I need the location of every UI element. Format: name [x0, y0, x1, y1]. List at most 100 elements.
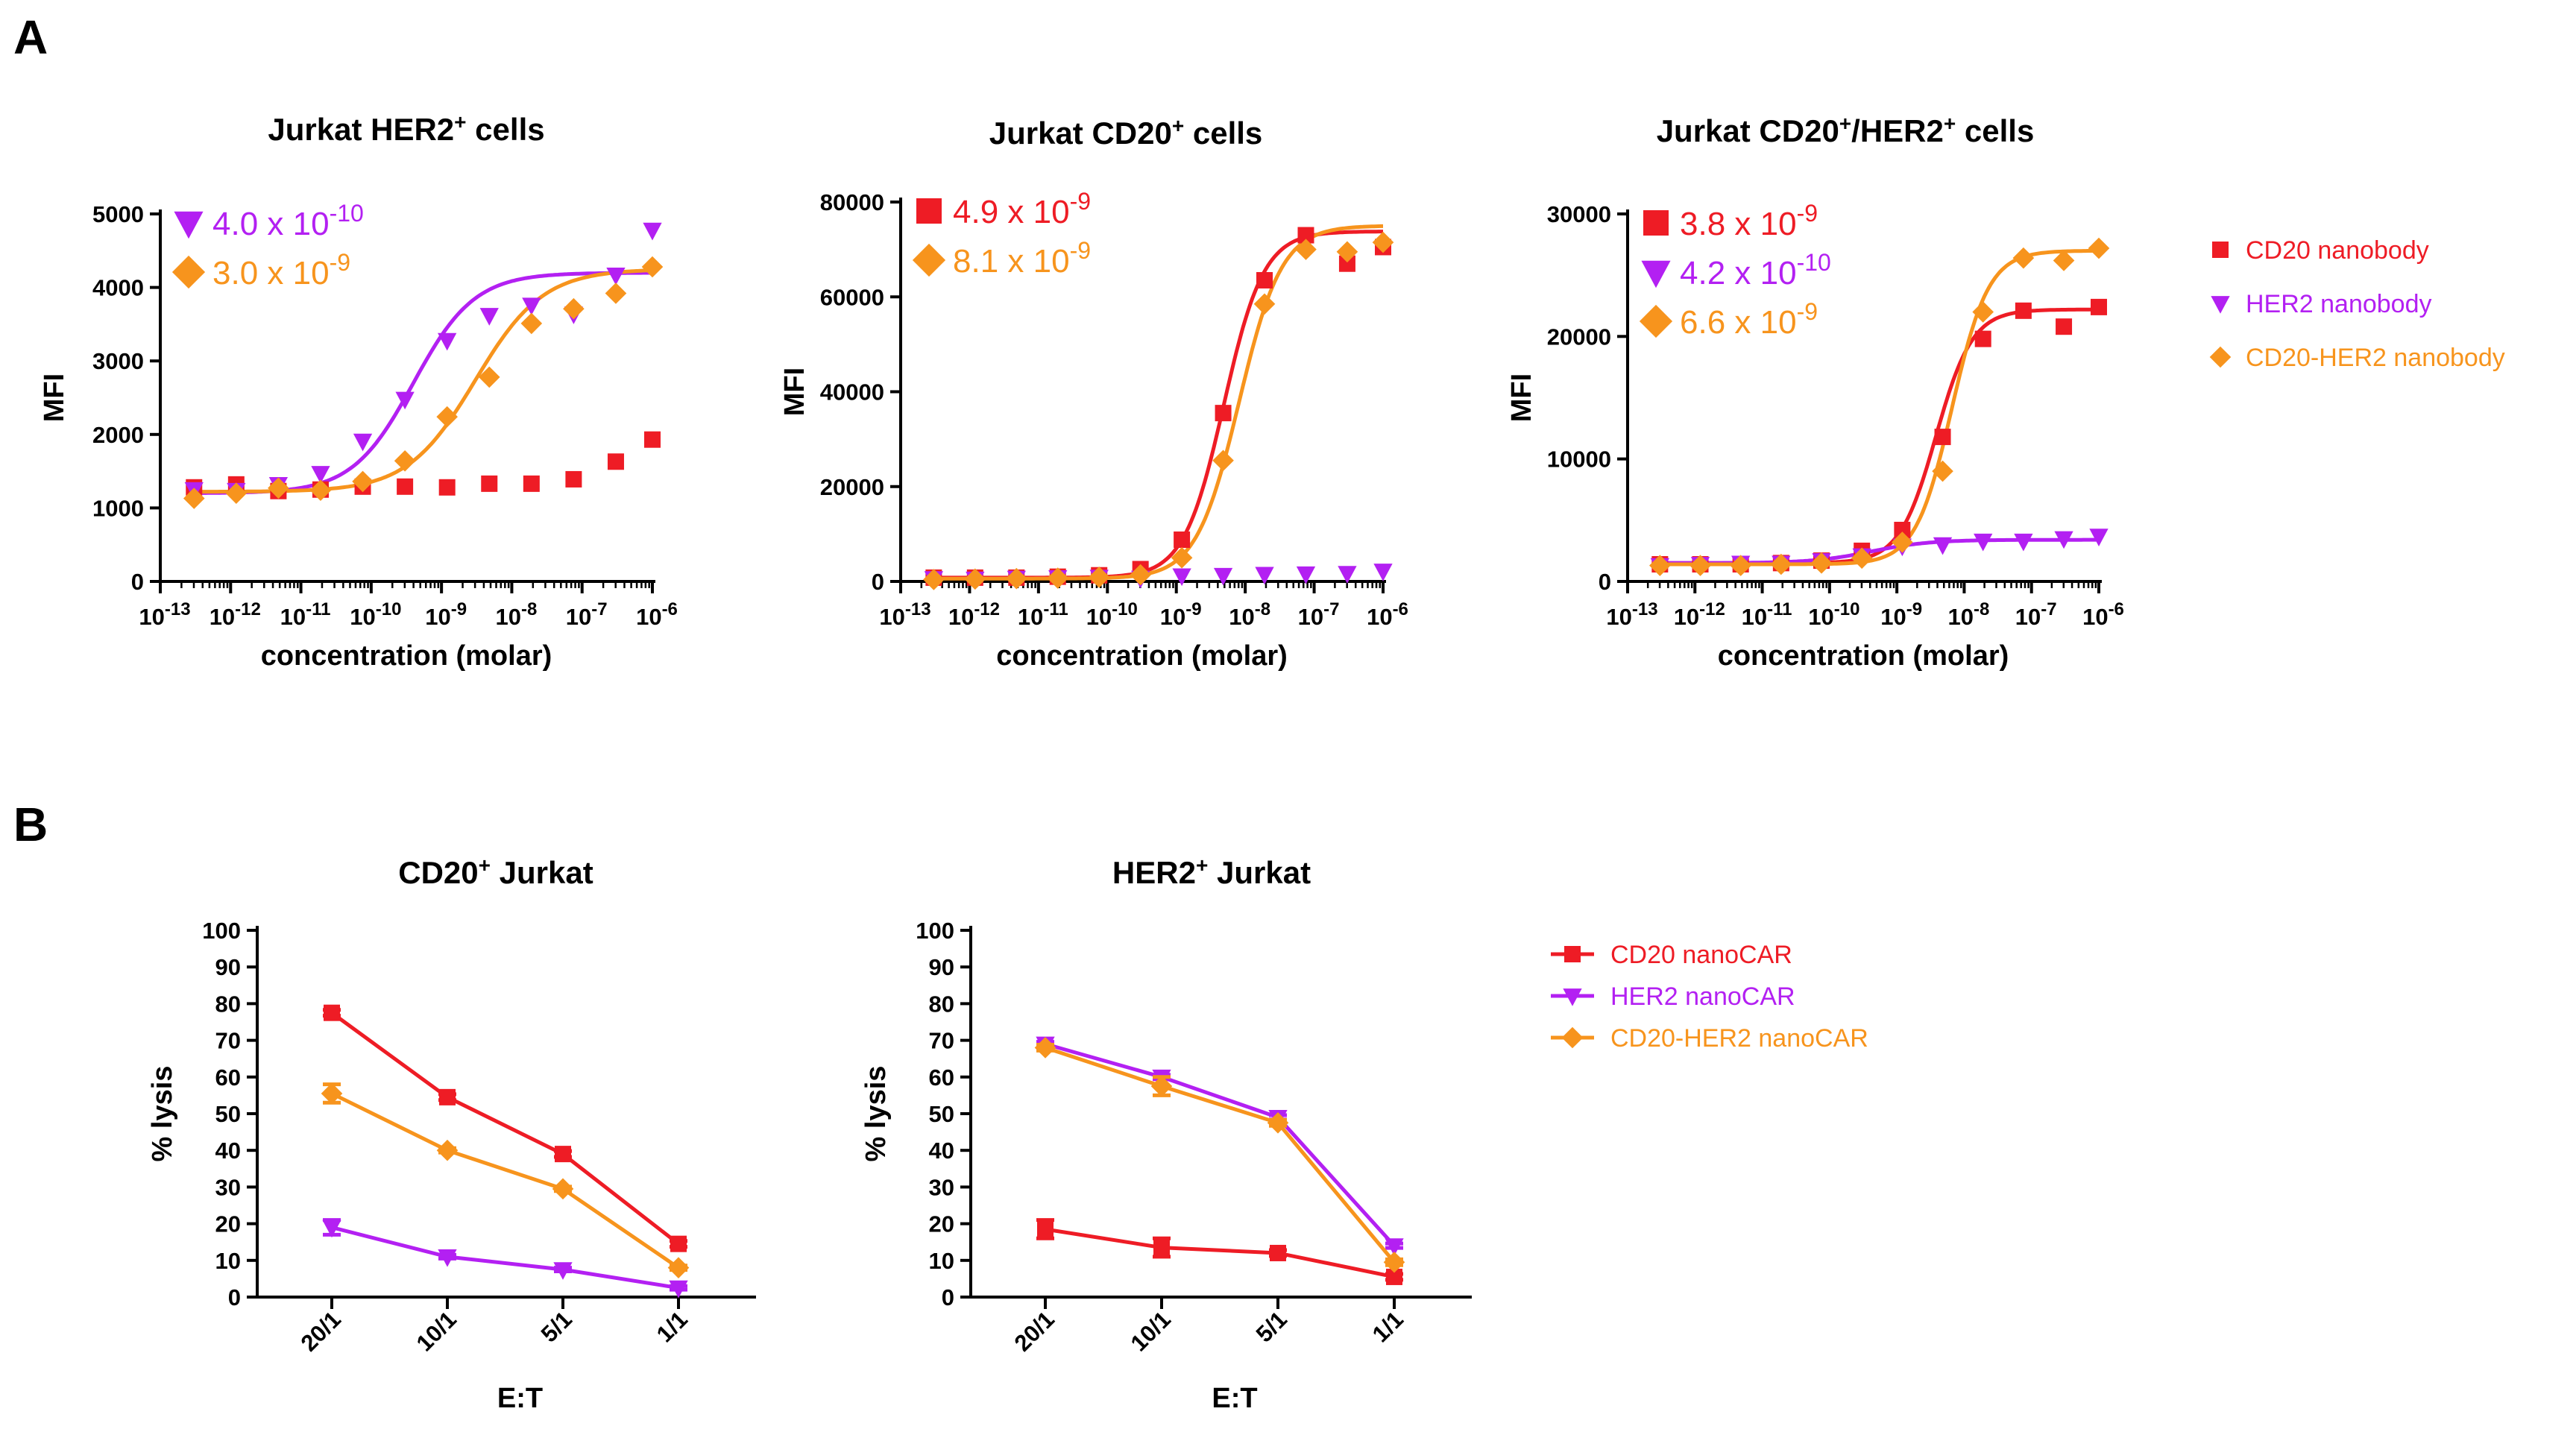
x-tick-exp: -10	[376, 599, 402, 619]
y-tick-label: 20	[215, 1211, 241, 1237]
legend-a-label: HER2 nanobody	[2246, 290, 2432, 318]
data-point	[1047, 567, 1069, 589]
data-point	[553, 1262, 573, 1280]
y-tick-label: 5000	[92, 201, 144, 227]
y-tick-label: 40000	[820, 379, 884, 406]
data-point	[522, 297, 541, 316]
series-cd20-her2-nanobody	[923, 231, 1394, 590]
x-tick-label: 10-6	[2082, 599, 2124, 631]
data-point	[1972, 301, 1994, 323]
x-tick-exp: -8	[1974, 599, 1989, 619]
chart-title-title-sup: +	[1839, 112, 1851, 135]
legend-b-marker	[1564, 946, 1581, 962]
x-tick-base: 10	[425, 604, 450, 630]
data-point	[1296, 566, 1316, 584]
data-point	[667, 1257, 690, 1278]
x-tick-label: 10-13	[1606, 599, 1657, 631]
x-tick-label: 10-6	[1367, 599, 1408, 631]
data-point	[322, 1220, 341, 1238]
x-axis-label: concentration (molar)	[261, 640, 552, 672]
x-tick-label: 10-11	[1742, 599, 1792, 631]
ec50-marker	[1641, 260, 1671, 288]
y-tick-label: 100	[202, 918, 241, 944]
x-tick-label: 5/1	[536, 1306, 577, 1347]
x-tick-exp: -11	[1043, 599, 1068, 619]
y-tick-label: 50	[929, 1101, 954, 1127]
y-axis-label: % lysis	[147, 1066, 178, 1162]
y-tick-label: 80	[215, 991, 241, 1017]
y-tick-label: 80000	[820, 189, 884, 215]
data-point	[395, 391, 415, 410]
chart-title-title: Jurkat CD20	[1657, 113, 1839, 148]
chart-title: Jurkat CD20+/HER2+ cells	[1657, 112, 2035, 149]
chart-a3: Jurkat CD20+/HER2+ cells0100002000030000…	[1506, 112, 2124, 672]
x-tick-exp: -13	[1632, 599, 1658, 619]
chart-title-title-sup2: +	[1944, 112, 1956, 135]
x-tick-label: 10/1	[412, 1306, 462, 1356]
chart-title: Jurkat CD20+ cells	[989, 114, 1263, 151]
x-tick-exp: -8	[521, 599, 537, 619]
chart-title: CD20+ Jurkat	[398, 854, 593, 891]
series-cd20-her2-nanobody	[183, 256, 664, 509]
x-tick-exp: -11	[1767, 599, 1792, 619]
series-her2-nanocar	[1036, 1036, 1404, 1256]
data-point	[1372, 231, 1394, 253]
data-point	[1892, 531, 1913, 553]
data-point	[643, 222, 662, 241]
x-tick-base: 10	[1229, 604, 1254, 630]
data-point	[2088, 237, 2110, 259]
data-point	[352, 470, 374, 493]
y-tick-label: 50	[215, 1101, 241, 1127]
x-tick-base: 10	[1674, 604, 1699, 630]
x-tick-exp: -12	[974, 599, 1000, 619]
data-point	[1336, 241, 1358, 263]
ec50-mantissa: 3.8 x 10	[1680, 206, 1797, 242]
x-tick-label: 20/1	[1010, 1306, 1059, 1356]
x-tick-exp: -6	[662, 599, 678, 619]
ec50-exponent: -9	[1797, 200, 1818, 227]
data-point	[1174, 531, 1191, 549]
x-axis-label: E:T	[497, 1383, 543, 1414]
x-tick-base: 10	[1808, 604, 1833, 630]
data-point	[1213, 567, 1233, 586]
y-tick-label: 40	[215, 1138, 241, 1164]
data-point	[1037, 1220, 1054, 1237]
data-point	[1034, 1037, 1056, 1059]
chart-title-title-sup: +	[454, 110, 466, 133]
series-cd20-nanobody	[925, 227, 1391, 586]
series-her2-nanocar	[322, 1218, 688, 1299]
x-tick-label: 10/1	[1126, 1306, 1176, 1356]
data-point	[1974, 533, 1993, 552]
x-tick-exp: -9	[1185, 599, 1201, 619]
x-tick-label: 10-12	[210, 599, 261, 631]
chart-title-title-rest: cells	[467, 112, 545, 147]
y-tick-label: 0	[872, 569, 884, 595]
chart-title-title: Jurkat HER2	[268, 112, 454, 147]
data-point	[438, 332, 457, 351]
x-tick-base: 10	[2015, 604, 2041, 630]
x-tick-label: 10-9	[1160, 599, 1202, 631]
x-tick-base: 10	[280, 604, 306, 630]
y-tick-label: 60000	[820, 284, 884, 310]
data-point	[1894, 521, 1911, 538]
y-tick-label: 10	[929, 1248, 954, 1274]
data-point	[607, 453, 624, 470]
x-tick-label: 10-12	[948, 599, 1000, 631]
y-tick-label: 20	[929, 1211, 954, 1237]
chart-title-title-mid: /HER2	[1851, 113, 1944, 148]
data-point	[1153, 1239, 1170, 1256]
data-point	[2012, 247, 2035, 269]
data-point	[1172, 568, 1191, 587]
x-tick-base: 10	[350, 604, 375, 630]
series-cd20-nanocar	[1036, 1218, 1403, 1285]
y-tick-label: 2000	[92, 422, 144, 448]
fit-curve-cd20-nanobody	[931, 230, 1383, 580]
y-tick-label: 90	[929, 954, 954, 980]
panel-label-b: B	[13, 798, 48, 851]
x-tick-label: 10-10	[1808, 599, 1859, 631]
data-point	[309, 479, 332, 502]
series-line	[1045, 1227, 1395, 1279]
y-tick-label: 1000	[92, 495, 144, 521]
data-point	[324, 1004, 340, 1021]
data-point	[353, 433, 373, 452]
